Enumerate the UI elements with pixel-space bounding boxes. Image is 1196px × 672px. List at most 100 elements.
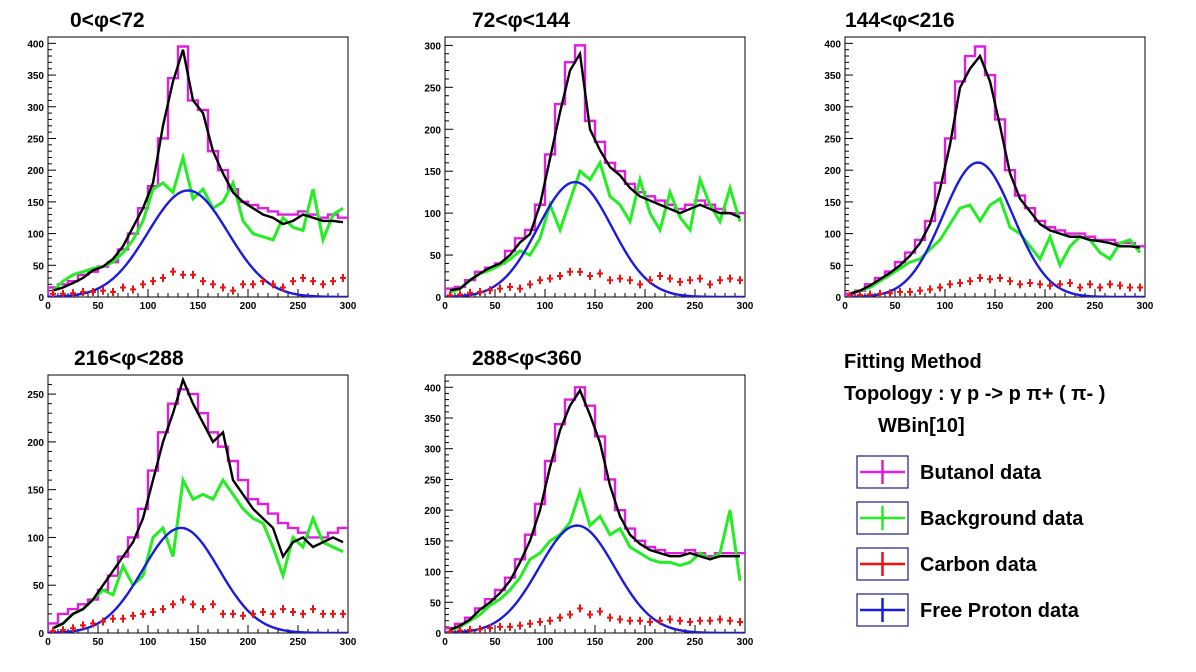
total-fit-line [52, 376, 344, 630]
plot-area [845, 45, 1145, 297]
carbon-point [457, 290, 463, 297]
carbon-point [527, 619, 533, 628]
carbon-point [677, 616, 683, 625]
carbon-point [627, 276, 633, 285]
x-tick-label: 150 [587, 301, 604, 312]
carbon-point [190, 270, 196, 279]
carbon-point [897, 287, 903, 296]
carbon-point [877, 289, 883, 297]
plot-area [445, 44, 745, 297]
carbon-point [1087, 280, 1093, 289]
carbon-point [667, 274, 673, 283]
carbon-point [310, 605, 316, 614]
y-tick-label: 200 [424, 506, 441, 517]
y-tick-label: 150 [424, 167, 441, 178]
carbon-point [927, 285, 933, 294]
carbon-point [170, 600, 176, 609]
carbon-point [707, 280, 713, 289]
carbon-point [330, 609, 336, 618]
carbon-point [727, 616, 733, 625]
y-tick-label: 400 [27, 39, 44, 50]
carbon-point [180, 270, 186, 279]
x-tick-label: 300 [737, 637, 754, 648]
carbon-point [657, 272, 663, 281]
carbon-point [210, 600, 216, 609]
y-tick-label: 150 [27, 198, 44, 209]
background-line [849, 196, 1142, 296]
y-tick-label: 200 [27, 166, 44, 177]
background-line [449, 159, 742, 295]
carbon-point [1097, 283, 1103, 292]
carbon-point [557, 613, 563, 622]
carbon-point [1027, 279, 1033, 288]
carbon-point [270, 609, 276, 618]
carbon-point [497, 284, 503, 293]
carbon-point [260, 277, 266, 286]
y-tick-label: 300 [424, 41, 441, 52]
carbon-point [447, 627, 453, 633]
x-tick-label: 150 [987, 301, 1004, 312]
carbon-point [150, 607, 156, 616]
x-tick-label: 100 [937, 301, 954, 312]
y-tick-label: 0 [38, 629, 44, 640]
y-tick-label: 300 [27, 103, 44, 114]
carbon-point [647, 276, 653, 285]
carbon-point [737, 617, 743, 626]
carbon-point [457, 626, 463, 633]
free-proton-fit-curve [845, 161, 1145, 297]
carbon-point [270, 280, 276, 289]
carbon-point [110, 614, 116, 623]
x-tick-label: 0 [45, 301, 51, 312]
carbon-point [597, 269, 603, 278]
carbon-point [230, 286, 236, 295]
carbon-point [987, 275, 993, 284]
x-tick-label: 200 [1037, 301, 1054, 312]
plot-frame [47, 36, 349, 298]
total-fit-line [52, 49, 344, 292]
carbon-point [70, 624, 76, 633]
x-tick-label: 300 [1137, 301, 1154, 312]
legend-label: Free Proton data [920, 600, 1080, 622]
carbon-point [50, 627, 56, 633]
carbon-point [150, 277, 156, 286]
y-tick-label: 300 [824, 103, 841, 114]
carbon-point [847, 291, 853, 297]
y-tick-label: 350 [27, 71, 44, 82]
y-tick-label: 200 [824, 166, 841, 177]
carbon-point [527, 280, 533, 289]
x-tick-label: 50 [489, 637, 501, 648]
carbon-point [160, 273, 166, 282]
carbon-point [867, 290, 873, 297]
carbon-point [140, 609, 146, 618]
carbon-point [637, 616, 643, 625]
carbon-point [220, 609, 226, 618]
carbon-point [320, 609, 326, 618]
carbon-point [300, 273, 306, 282]
x-tick-label: 300 [340, 301, 357, 312]
carbon-point [260, 607, 266, 616]
panel-title: 72<φ<144 [472, 9, 570, 32]
carbon-point [1037, 280, 1043, 289]
carbon-point [517, 284, 523, 293]
legend-label: Carbon data [920, 554, 1038, 576]
carbon-point [957, 279, 963, 288]
panel-title: 0<φ<72 [70, 9, 145, 32]
carbon-point [190, 600, 196, 609]
x-tick-label: 250 [290, 637, 307, 648]
legend-entry-butanol: Butanol data [856, 455, 1042, 489]
y-tick-label: 150 [27, 486, 44, 497]
carbon-point [100, 286, 106, 295]
carbon-point [717, 276, 723, 285]
panel-4: 216<φ<288 0 50 100 150 200 250 300 0 50 100 150 200 2… [27, 347, 356, 648]
x-tick-label: 50 [92, 301, 104, 312]
carbon-point [467, 625, 473, 633]
butanol-histogram [48, 388, 348, 633]
free-proton-fit-curve [445, 180, 745, 297]
carbon-point [120, 614, 126, 623]
carbon-point [310, 277, 316, 286]
panel-3: 144<φ<216 0 50 100 150 200 250 300 0 50 100 150 200 2… [824, 9, 1153, 312]
x-tick-label: 150 [190, 637, 207, 648]
legend-entry-free: Free Proton data [856, 593, 1080, 627]
carbon-point [250, 280, 256, 289]
y-tick-label: 350 [424, 414, 441, 425]
